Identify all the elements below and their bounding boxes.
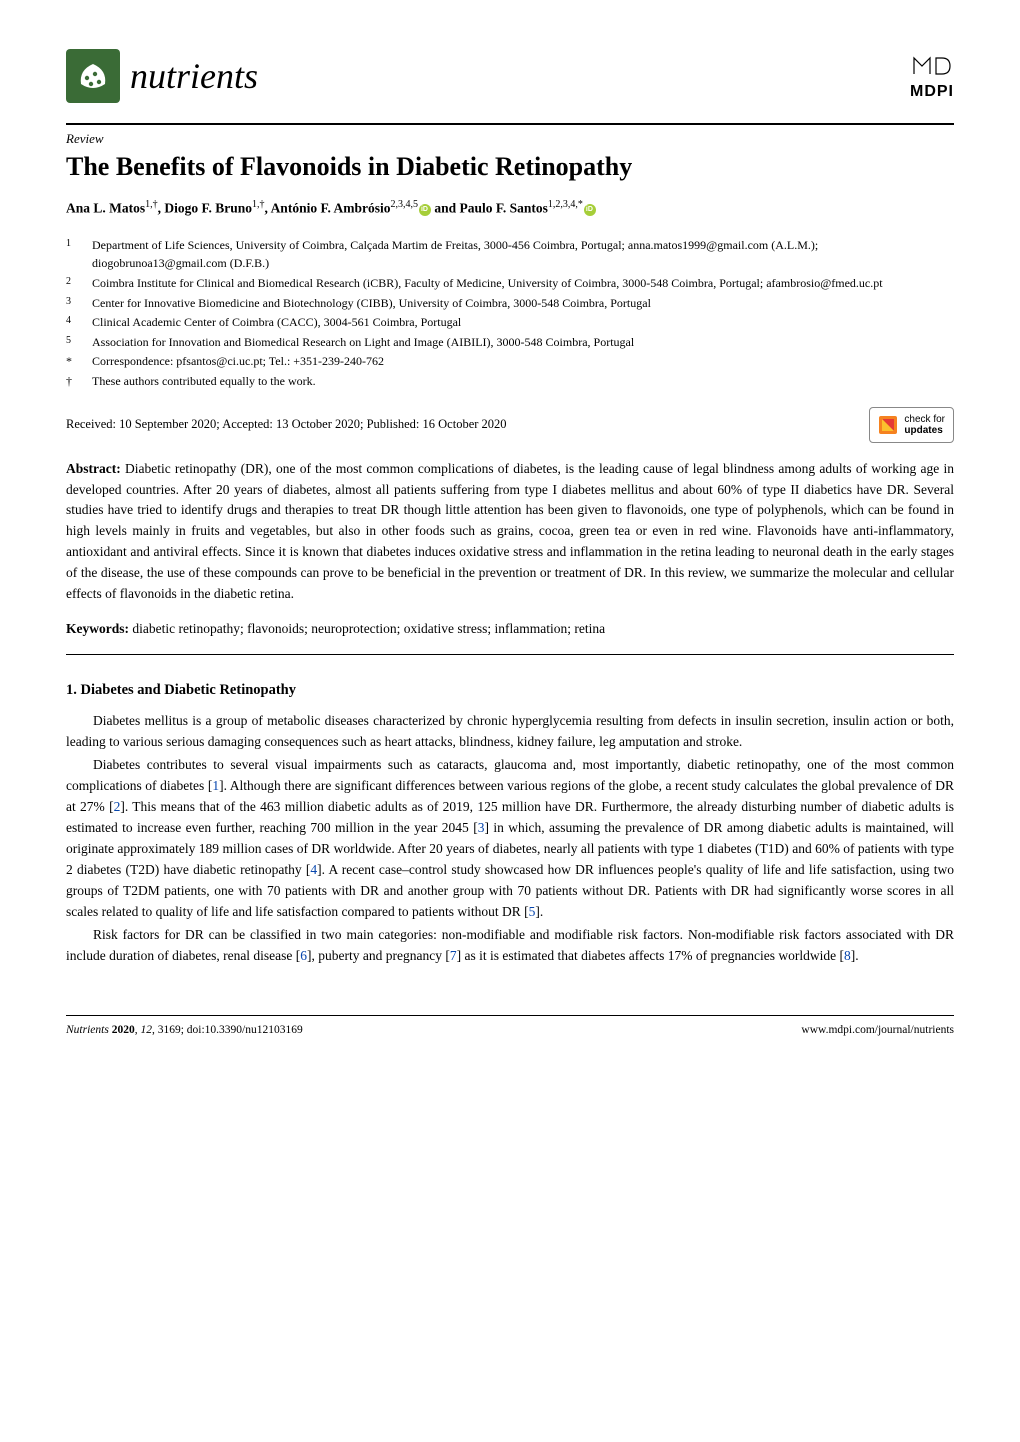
footer-vol: 12 <box>140 1024 152 1036</box>
journal-name: nutrients <box>130 49 258 105</box>
updates-badge-line1: check for <box>904 414 945 425</box>
keywords-text: diabetic retinopathy; flavonoids; neurop… <box>129 621 605 636</box>
affiliation-row: 3 Center for Innovative Biomedicine and … <box>66 294 954 313</box>
affiliation-row: 2 Coimbra Institute for Clinical and Bio… <box>66 274 954 293</box>
journal-logo-block: nutrients <box>66 49 258 105</box>
dates-row: Received: 10 September 2020; Accepted: 1… <box>66 407 954 443</box>
affiliation-num: 5 <box>66 333 78 352</box>
body-paragraph: Diabetes mellitus is a group of metaboli… <box>66 711 954 753</box>
divider <box>66 654 954 655</box>
author-name: Paulo F. Santos <box>460 201 548 216</box>
affiliation-num: 2 <box>66 274 78 293</box>
author-name: Diogo F. Bruno <box>164 201 252 216</box>
affiliations: 1 Department of Life Sciences, Universit… <box>66 236 954 391</box>
orcid-icon[interactable] <box>584 204 596 216</box>
reference-link[interactable]: 8 <box>844 948 851 963</box>
updates-badge-line2: updates <box>904 425 942 436</box>
keywords: Keywords: diabetic retinopathy; flavonoi… <box>66 619 954 640</box>
dates-text: Received: 10 September 2020; Accepted: 1… <box>66 415 507 434</box>
affiliation-num: 1 <box>66 236 78 273</box>
abstract-text: Diabetic retinopathy (DR), one of the mo… <box>66 461 954 602</box>
author-sup: 1,† <box>145 199 158 210</box>
article-type: Review <box>66 129 954 149</box>
correspondence-sym: * <box>66 352 78 371</box>
abstract-label: Abstract: <box>66 461 121 476</box>
author-sup: 2,3,4,5 <box>390 199 418 210</box>
affiliation-row: 5 Association for Innovation and Biomedi… <box>66 333 954 352</box>
authors-line: Ana L. Matos1,†, Diogo F. Bruno1,†, Antó… <box>66 197 954 219</box>
footer-left: Nutrients 2020, 12, 3169; doi:10.3390/nu… <box>66 1022 303 1040</box>
affiliation-text: Clinical Academic Center of Coimbra (CAC… <box>92 313 954 332</box>
author-name: António F. Ambrósio <box>271 201 391 216</box>
author-sup: 1,† <box>252 199 265 210</box>
body-paragraph: Risk factors for DR can be classified in… <box>66 925 954 967</box>
footer-journal: Nutrients <box>66 1024 112 1036</box>
author-name: Ana L. Matos <box>66 201 145 216</box>
publisher-logo-block: MDPI <box>910 48 954 105</box>
journal-logo-icon <box>66 49 120 103</box>
publisher-name: MDPI <box>910 80 954 105</box>
affiliation-text: Department of Life Sciences, University … <box>92 236 954 273</box>
section-heading: 1. Diabetes and Diabetic Retinopathy <box>66 679 954 701</box>
keywords-label: Keywords: <box>66 621 129 636</box>
affiliation-num: 3 <box>66 294 78 313</box>
updates-badge-icon <box>878 415 898 435</box>
para-text: ] as it is estimated that diabetes affec… <box>457 948 844 963</box>
page-footer: Nutrients 2020, 12, 3169; doi:10.3390/nu… <box>66 1015 954 1040</box>
leaf-icon <box>73 56 113 96</box>
header: nutrients MDPI <box>66 48 954 105</box>
equal-contrib-text: These authors contributed equally to the… <box>92 372 954 391</box>
affiliation-row: 4 Clinical Academic Center of Coimbra (C… <box>66 313 954 332</box>
correspondence-row: * Correspondence: pfsantos@ci.uc.pt; Tel… <box>66 352 954 371</box>
authors-and: and <box>431 201 460 216</box>
correspondence-text: Correspondence: pfsantos@ci.uc.pt; Tel.:… <box>92 352 954 371</box>
orcid-icon[interactable] <box>419 204 431 216</box>
check-updates-badge[interactable]: check for updates <box>869 407 954 443</box>
equal-contrib-sym: † <box>66 372 78 391</box>
abstract: Abstract: Diabetic retinopathy (DR), one… <box>66 459 954 605</box>
updates-badge-text: check for updates <box>904 414 945 436</box>
para-text: ]. <box>851 948 859 963</box>
author-sup: 1,2,3,4,* <box>548 199 583 210</box>
footer-year: 2020 <box>112 1024 135 1036</box>
equal-contrib-row: † These authors contributed equally to t… <box>66 372 954 391</box>
affiliation-text: Association for Innovation and Biomedica… <box>92 333 954 352</box>
affiliation-text: Center for Innovative Biomedicine and Bi… <box>92 294 954 313</box>
para-text: ], puberty and pregnancy [ <box>307 948 450 963</box>
body-paragraph: Diabetes contributes to several visual i… <box>66 755 954 922</box>
footer-doi: , 3169; doi:10.3390/nu12103169 <box>152 1024 303 1036</box>
paper-title: The Benefits of Flavonoids in Diabetic R… <box>66 151 954 184</box>
affiliation-row: 1 Department of Life Sciences, Universit… <box>66 236 954 273</box>
divider <box>66 123 954 125</box>
affiliation-num: 4 <box>66 313 78 332</box>
para-text: ]. <box>535 904 543 919</box>
reference-link[interactable]: 7 <box>450 948 457 963</box>
affiliation-text: Coimbra Institute for Clinical and Biome… <box>92 274 954 293</box>
mdpi-logo-icon <box>910 48 954 78</box>
footer-url[interactable]: www.mdpi.com/journal/nutrients <box>801 1022 954 1040</box>
